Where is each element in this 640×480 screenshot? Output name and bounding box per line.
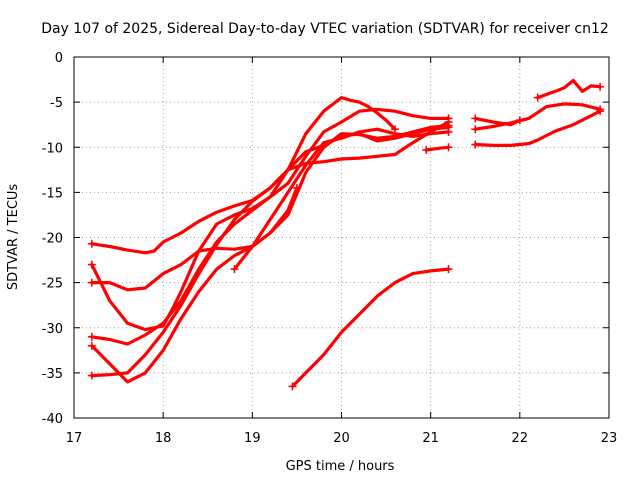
y-tick-label: -30 — [42, 322, 63, 337]
data-point-marker — [292, 183, 301, 192]
series-line-arc-4 — [90, 107, 451, 346]
data-point-marker — [596, 105, 605, 114]
series-line-arc-3 — [90, 125, 451, 332]
y-tick-label: -5 — [50, 96, 63, 111]
data-point-marker — [87, 332, 96, 341]
data-point-marker — [444, 114, 453, 123]
data-point-marker — [471, 125, 480, 134]
data-point-marker — [471, 140, 480, 149]
series-line-arc-11 — [473, 102, 602, 131]
data-point-marker — [533, 93, 542, 102]
y-tick-label: -10 — [42, 141, 63, 156]
data-point-marker — [87, 239, 96, 248]
x-tick-label: 18 — [155, 431, 172, 446]
y-tick-label: -25 — [42, 277, 63, 292]
x-tick-label: 17 — [66, 431, 83, 446]
series-layer — [87, 78, 605, 391]
data-point-marker — [444, 265, 453, 274]
data-point-marker — [230, 265, 239, 274]
y-tick-label: -15 — [42, 186, 63, 201]
x-axis-title: GPS time / hours — [286, 459, 395, 474]
x-tick-label: 19 — [244, 431, 261, 446]
chart-title: Day 107 of 2025, Sidereal Day-to-day VTE… — [41, 21, 609, 37]
y-tick-label: -35 — [42, 367, 63, 382]
x-tick-label: 21 — [422, 431, 439, 446]
y-axis-title: SDTVAR / TECUs — [6, 184, 21, 291]
data-point-marker — [391, 125, 399, 134]
data-point-marker — [444, 143, 453, 152]
y-tick-label: -20 — [42, 232, 63, 247]
data-point-marker — [515, 116, 524, 125]
x-tick-label: 23 — [601, 431, 618, 446]
series-line-arc-13 — [536, 78, 602, 100]
y-tick-label: -40 — [42, 412, 63, 427]
data-point-marker — [87, 341, 96, 350]
data-point-marker — [596, 82, 605, 91]
y-tick-label: 0 — [55, 51, 63, 66]
data-point-marker — [471, 114, 480, 123]
series-line-arc-7 — [232, 186, 299, 271]
x-tick-label: 22 — [512, 431, 529, 446]
series-line-arc-5 — [90, 96, 397, 378]
data-point-marker — [288, 382, 297, 391]
data-point-marker — [87, 278, 96, 287]
x-tick-label: 20 — [333, 431, 350, 446]
data-point-marker — [444, 121, 453, 130]
data-point-marker — [87, 371, 96, 380]
tick-layer: 17 18 19 20 21 22 23 0 -5 -10 -15 -20 -25 -30 -35 -40 — [42, 51, 618, 446]
series-line-arc-12 — [473, 116, 522, 127]
series-line-arc-8 — [290, 267, 451, 388]
data-point-marker — [422, 145, 431, 154]
series-line-arc-2 — [90, 127, 451, 292]
data-point-marker — [87, 260, 96, 269]
series-line-arc-10 — [473, 109, 602, 147]
